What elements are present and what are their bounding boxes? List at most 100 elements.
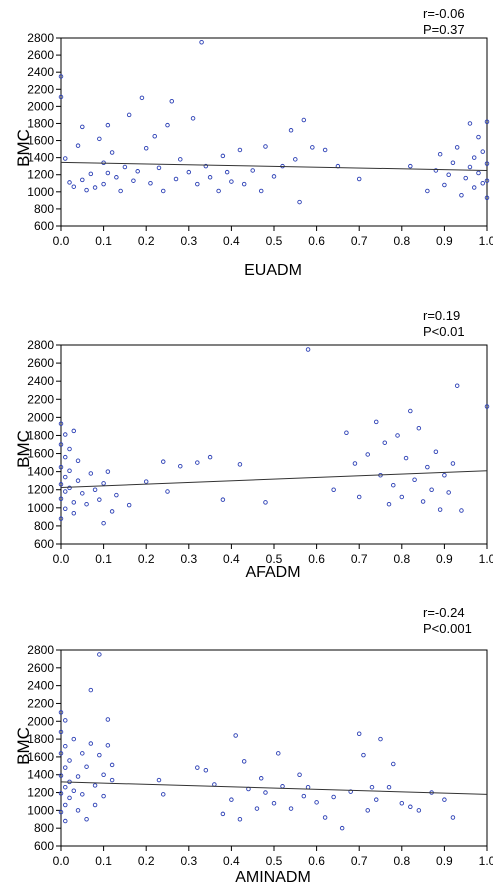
data-point (373, 797, 379, 802)
data-point (195, 181, 200, 187)
data-point (224, 169, 230, 175)
data-point (97, 752, 102, 758)
data-point (263, 144, 268, 149)
data-point (476, 170, 481, 176)
data-point (67, 180, 72, 185)
data-point (58, 74, 64, 79)
x-tick-label: 0.3 (180, 234, 197, 248)
y-tick-label: 600 (34, 219, 54, 233)
chart-panel-3: r=-0.24 P<0.001 BMC AMINADM 600 800 1000 12… (0, 594, 493, 891)
data-point (92, 185, 98, 190)
data-point (220, 497, 226, 502)
x-tick-label: 0.5 (266, 234, 283, 248)
data-point (220, 811, 226, 817)
data-point (271, 800, 277, 806)
x-tick-label: 0.6 (308, 552, 325, 566)
data-point (71, 500, 77, 505)
data-point (88, 471, 94, 476)
data-point (92, 802, 98, 808)
data-point (88, 741, 94, 746)
regression-line (60, 161, 488, 171)
data-point (63, 718, 68, 723)
data-point (288, 806, 294, 811)
data-point (105, 122, 111, 128)
data-point (305, 347, 311, 352)
data-point (310, 145, 315, 150)
data-point (114, 175, 119, 180)
data-point (84, 187, 89, 193)
data-point (67, 485, 72, 491)
data-point (63, 474, 68, 480)
data-point (352, 461, 358, 466)
y-tick-label: 1800 (27, 116, 54, 130)
data-point (233, 733, 238, 738)
x-tick-label: 0.3 (180, 552, 197, 566)
data-point (118, 188, 123, 194)
data-point (369, 784, 375, 790)
data-point (71, 184, 77, 189)
data-point (386, 784, 392, 790)
y-tick-label: 1800 (27, 428, 54, 442)
plot-frame (60, 344, 488, 545)
data-point (58, 729, 64, 735)
data-point (229, 179, 234, 184)
data-point (80, 124, 85, 130)
data-point (58, 516, 64, 521)
data-point (67, 795, 72, 801)
data-point (331, 794, 336, 800)
data-point (301, 117, 307, 123)
data-point (212, 782, 217, 787)
x-tick-label: 1.0 (479, 234, 493, 248)
data-point (450, 160, 456, 166)
data-point (373, 419, 379, 425)
data-point (58, 751, 64, 756)
x-tick-label: 0.0 (53, 234, 70, 248)
data-point (356, 731, 362, 736)
data-point (476, 134, 481, 140)
data-point (88, 687, 94, 693)
data-point (382, 440, 388, 445)
data-point (63, 802, 68, 808)
scatter-plot: 600 800 1000 1200 1400 1600 1800 2000 2200 2400 26… (27, 31, 493, 248)
plot-frame (60, 37, 488, 227)
data-point (63, 743, 68, 749)
x-tick-label: 0.4 (223, 552, 240, 566)
data-point (446, 490, 451, 495)
x-tick-label: 0.9 (436, 552, 453, 566)
data-point (75, 143, 81, 148)
scatter-plot: 600 800 1000 1200 1400 1600 1800 2000 2200 2400 26… (27, 643, 493, 868)
data-point (442, 182, 447, 188)
r-value: r=-0.06 (423, 6, 465, 21)
scatter-plot: 600 800 1000 1200 1400 1600 1800 2000 2200 2400 26… (27, 338, 493, 566)
data-point (254, 806, 260, 811)
data-point (484, 161, 490, 166)
data-point (241, 759, 247, 764)
data-point (58, 464, 64, 470)
data-point (293, 157, 298, 162)
data-point (361, 752, 366, 758)
data-point (101, 181, 106, 187)
data-point (433, 449, 439, 454)
x-tick-label: 0.2 (138, 854, 155, 868)
data-point (416, 808, 422, 813)
data-point (288, 128, 294, 133)
data-point (408, 408, 413, 414)
data-point (199, 40, 204, 45)
data-point (399, 494, 405, 500)
data-point (297, 199, 302, 205)
data-point (459, 192, 464, 198)
data-point (220, 153, 226, 159)
data-point (322, 815, 328, 820)
data-point (101, 520, 106, 526)
data-point (109, 509, 115, 514)
data-point (391, 482, 396, 488)
data-point (395, 433, 400, 438)
y-tick-label: 2000 (27, 99, 54, 113)
y-tick-label: 2600 (27, 661, 54, 675)
data-point (433, 168, 439, 173)
data-point (365, 808, 370, 813)
y-tick-label: 1200 (27, 786, 54, 800)
data-point (442, 797, 447, 802)
data-point (156, 777, 162, 783)
data-point (229, 797, 234, 802)
